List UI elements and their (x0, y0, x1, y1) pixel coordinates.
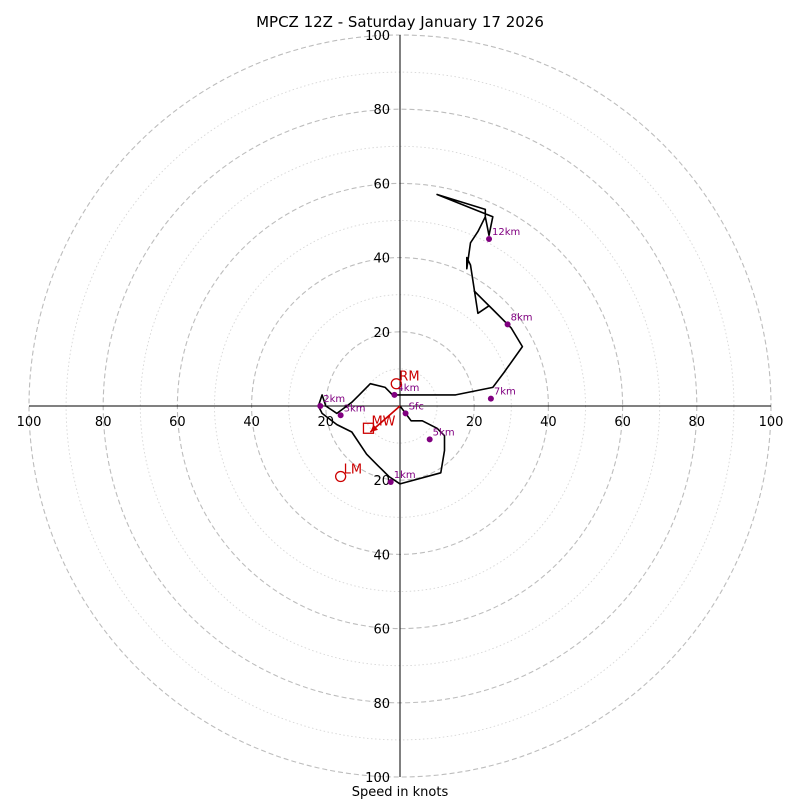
height-marker-label: 2km (323, 394, 345, 405)
y-tick-label-up: 20 (373, 326, 390, 341)
height-marker-dot (317, 403, 324, 409)
height-marker-label: 12km (492, 227, 520, 238)
x-tick-label-left: 80 (95, 415, 112, 430)
x-tick-label-right: 20 (466, 415, 483, 430)
height-marker-label: 7km (494, 387, 516, 398)
x-tick-label-left: 40 (243, 415, 260, 430)
storm-motion-square (362, 422, 375, 434)
height-marker-dot (426, 436, 433, 443)
storm-motion-label: RM (399, 370, 419, 385)
height-marker-label: Sfc (409, 401, 424, 412)
y-tick-label-up: 40 (373, 252, 390, 267)
height-marker-dot (387, 479, 394, 486)
x-tick-label-right: 40 (540, 415, 557, 430)
y-tick-label-down: 40 (373, 548, 390, 563)
y-tick-label-down: 80 (373, 697, 390, 712)
x-tick-label-left: 20 (318, 415, 335, 430)
storm-motion-label: MW (371, 414, 395, 429)
chart-title: MPCZ 12Z - Saturday January 17 2026 (256, 13, 544, 31)
storm-motion-circle (390, 378, 402, 390)
height-marker-label: 5km (433, 427, 455, 438)
x-tick-label-left: 60 (169, 415, 186, 430)
height-marker-label: 3km (344, 403, 366, 414)
tick-labels: 100 80 60 40 20 20 40 60 80 100 20 40 60 80 100 20 40 60 8… (17, 29, 784, 786)
mean-wind-arrowhead (370, 424, 379, 432)
y-tick-label-down: 100 (365, 771, 390, 786)
y-tick-label-up: 100 (365, 29, 390, 44)
x-tick-label-right: 60 (614, 415, 631, 430)
storm-motion-circle (334, 470, 347, 483)
height-marker-dot (402, 410, 409, 417)
x-tick-label-left: 100 (17, 415, 42, 430)
y-tick-label-down: 20 (373, 474, 390, 489)
y-tick-label-up: 60 (373, 177, 390, 192)
height-marker-dot (504, 321, 511, 328)
height-marker-label: 8km (511, 312, 533, 323)
y-tick-label-down: 60 (373, 623, 390, 638)
height-marker-dot (337, 412, 344, 419)
y-tick-label-up: 80 (373, 103, 390, 118)
x-tick-label-right: 100 (759, 415, 784, 430)
height-marker-label: 4km (397, 383, 419, 394)
storm-motion-markers: RM LM MW (334, 370, 420, 483)
height-marker-dot (391, 391, 398, 398)
height-marker-dot (486, 236, 493, 243)
height-marker-dot (487, 395, 494, 402)
x-axis-label: Speed in knots (352, 785, 449, 800)
height-marker-label: 1km (394, 470, 416, 481)
x-tick-label-right: 80 (689, 415, 706, 430)
storm-motion-label: LM (344, 462, 362, 477)
